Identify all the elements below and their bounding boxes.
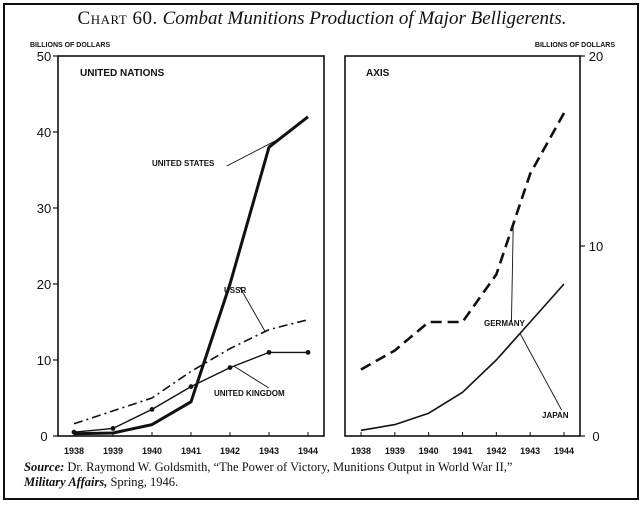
axis-xtick-label: 1940: [419, 446, 439, 456]
series-united-kingdom-point: [227, 365, 233, 370]
source-note: Source: Dr. Raymond W. Goldsmith, “The P…: [24, 460, 634, 490]
series-united-kingdom-point: [149, 407, 155, 412]
chart-title: Chart 60. Combat Munitions Production of…: [0, 8, 644, 30]
series-ussr-line: [73, 318, 309, 425]
series-germany-label: GERMANY: [484, 319, 526, 328]
chart-number: Chart 60.: [77, 8, 158, 29]
series-ussr-label: USSR: [224, 286, 246, 295]
un-xtick-label: 1938: [64, 446, 84, 456]
axis-ytick-label: 0: [592, 429, 599, 444]
series-united-kingdom-point: [266, 350, 272, 355]
un-ylabel: BILLIONS OF DOLLARS: [30, 42, 110, 49]
axis-xtick-label: 1938: [351, 446, 371, 456]
un-xtick-label: 1940: [142, 446, 162, 456]
series-germany-line: [360, 112, 566, 371]
series-japan-line: [360, 283, 565, 432]
axis-xtick-label: 1941: [452, 446, 472, 456]
axis-xtick-label: 1942: [486, 446, 506, 456]
un-ytick-label: 40: [37, 125, 51, 140]
series-united-kingdom-point: [188, 384, 194, 389]
axis-ytick-label: 10: [589, 239, 603, 254]
series-ussr-leader: [239, 286, 266, 332]
source-date: Spring, 1946.: [110, 475, 179, 489]
figure-border: [3, 3, 639, 500]
un-plot-frame: [57, 55, 325, 437]
series-united-states-leader: [226, 137, 281, 167]
series-united-kingdom-label: UNITED KINGDOM: [214, 389, 285, 398]
source-journal: Military Affairs,: [24, 475, 108, 489]
series-united-states-label: UNITED STATES: [152, 159, 215, 168]
axis-panel-label: AXIS: [366, 68, 390, 79]
un-ytick-label: 10: [37, 353, 51, 368]
un-ytick-label: 0: [40, 429, 47, 444]
source-text: Dr. Raymond W. Goldsmith, “The Power of …: [67, 460, 513, 474]
series-japan-label: JAPAN: [542, 411, 569, 420]
un-ytick-label: 20: [37, 277, 51, 292]
un-panel-label: UNITED NATIONS: [80, 68, 165, 79]
series-united-kingdom-leader: [233, 365, 270, 389]
un-xtick-label: 1942: [220, 446, 240, 456]
un-ytick-label: 30: [37, 201, 51, 216]
series-germany-leader: [510, 224, 514, 323]
source-label: Source:: [24, 460, 65, 474]
un-xtick-label: 1944: [298, 446, 318, 456]
axis-xtick-label: 1943: [520, 446, 540, 456]
axis-xtick-label: 1944: [554, 446, 574, 456]
series-united-kingdom-point: [110, 426, 116, 431]
un-ytick-label: 50: [37, 49, 51, 64]
axis-xtick-label: 1939: [385, 446, 405, 456]
axis-ylabel: BILLIONS OF DOLLARS: [535, 42, 615, 49]
chart-title-text: Combat Munitions Production of Major Bel…: [162, 8, 567, 29]
un-xtick-label: 1939: [103, 446, 123, 456]
series-united-kingdom-point: [305, 350, 311, 355]
un-xtick-label: 1943: [259, 446, 279, 456]
series-japan-leader: [519, 333, 562, 411]
axis-ytick-label: 20: [589, 49, 603, 64]
series-united-kingdom-point: [71, 429, 77, 435]
series-united-states-line: [73, 115, 309, 436]
un-xtick-label: 1941: [181, 446, 201, 456]
